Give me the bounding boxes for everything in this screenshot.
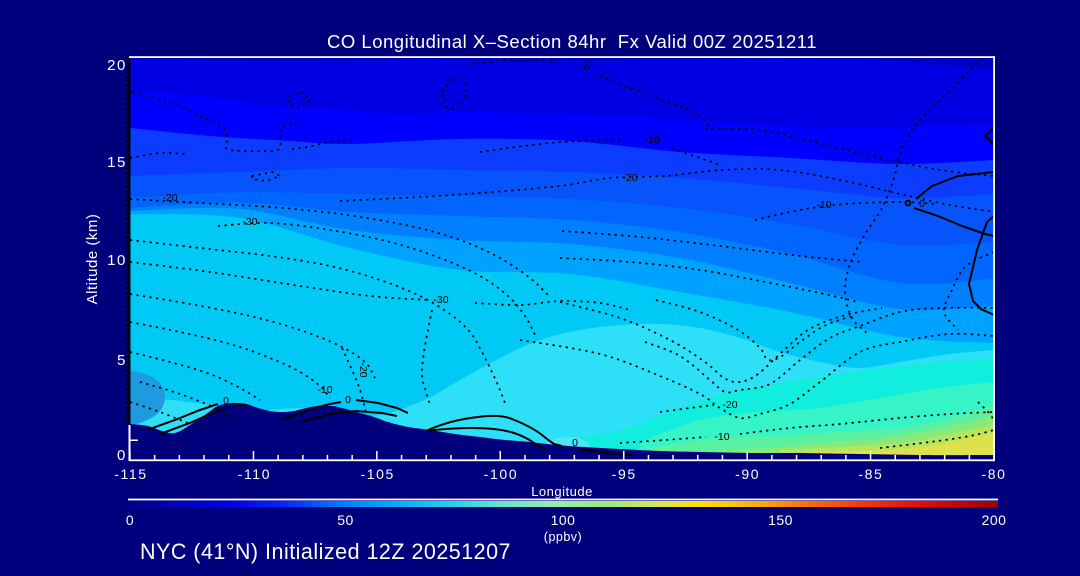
svg-text:50: 50: [337, 512, 354, 528]
svg-text:CO Longitudinal X–Section 84hr: CO Longitudinal X–Section 84hr Fx Valid …: [327, 32, 817, 52]
svg-text:-20: -20: [722, 399, 737, 411]
svg-text:0: 0: [919, 198, 925, 210]
svg-text:-30: -30: [242, 216, 257, 228]
svg-text:-20: -20: [162, 192, 177, 204]
svg-text:100: 100: [551, 512, 576, 528]
svg-text:20: 20: [107, 57, 127, 74]
svg-text:-10: -10: [576, 58, 594, 74]
svg-text:-30: -30: [433, 294, 448, 306]
svg-text:0: 0: [126, 512, 134, 528]
svg-text:-110: -110: [238, 466, 271, 482]
svg-text:NYC (41°N) Initialized 12Z 202: NYC (41°N) Initialized 12Z 20251207: [140, 539, 511, 564]
svg-text:Longitude: Longitude: [531, 484, 593, 499]
svg-text:-105: -105: [360, 466, 394, 482]
svg-text:200: 200: [982, 512, 1007, 528]
svg-text:-85: -85: [858, 466, 883, 482]
svg-text:150: 150: [768, 512, 793, 528]
svg-text:-80: -80: [981, 466, 1006, 482]
svg-text:0: 0: [345, 394, 351, 406]
svg-text:(ppbv): (ppbv): [544, 530, 582, 544]
svg-text:-10: -10: [816, 199, 831, 211]
svg-text:-20: -20: [622, 172, 637, 184]
svg-text:-10: -10: [317, 384, 332, 396]
svg-text:-20: -20: [357, 362, 369, 377]
svg-text:-10: -10: [644, 134, 659, 146]
svg-text:-90: -90: [735, 466, 760, 482]
svg-text:0: 0: [223, 395, 229, 407]
svg-text:-100: -100: [484, 466, 518, 482]
svg-text:Altitude (km): Altitude (km): [84, 214, 101, 305]
svg-text:15: 15: [107, 154, 127, 171]
svg-text:-95: -95: [612, 466, 637, 482]
svg-text:-10: -10: [714, 431, 729, 443]
svg-text:10: 10: [107, 252, 127, 269]
svg-text:0: 0: [117, 447, 127, 464]
svg-text:5: 5: [117, 352, 127, 369]
svg-text:-115: -115: [114, 466, 147, 482]
svg-text:0: 0: [572, 437, 578, 449]
